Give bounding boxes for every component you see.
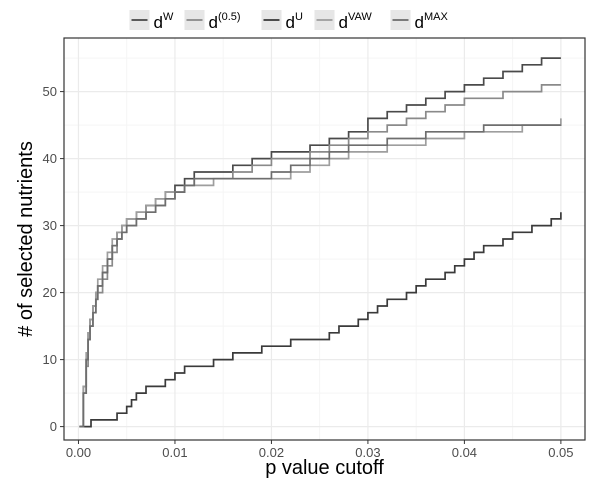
x-tick-label: 0.03: [355, 445, 380, 460]
legend: dW d(0.5) dU dVAW dMAX: [129, 10, 449, 32]
x-axis: 0.00 0.01 0.02 0.03 0.04 0.05: [66, 440, 574, 460]
legend-label: dVAW: [339, 11, 373, 32]
y-tick-label: 50: [43, 84, 57, 99]
y-tick-label: 40: [43, 151, 57, 166]
y-tick-label: 0: [50, 419, 57, 434]
series-line-u: [79, 212, 562, 428]
x-axis-title: p value cutoff: [265, 457, 384, 479]
legend-label: dU: [286, 11, 303, 32]
plot-panel-border: [63, 37, 586, 441]
legend-label: d(0.5): [209, 11, 241, 32]
legend-label: dMAX: [415, 11, 449, 32]
x-tick-label: 0.04: [452, 445, 477, 460]
x-tick-label: 0.05: [548, 445, 573, 460]
series-line-max: [79, 124, 561, 428]
x-tick-label: 0.02: [259, 445, 284, 460]
y-axis: 0 10 20 30 40 50: [43, 84, 64, 434]
x-tick-label: 0.01: [162, 445, 187, 460]
legend-label: dW: [154, 11, 174, 32]
y-tick-label: 20: [43, 285, 57, 300]
y-tick-label: 30: [43, 218, 57, 233]
series-layer: [79, 57, 562, 428]
grid: [64, 38, 585, 440]
x-tick-label: 0.00: [66, 445, 91, 460]
y-axis-title: # of selected nutrients: [15, 141, 37, 337]
y-tick-label: 10: [43, 352, 57, 367]
